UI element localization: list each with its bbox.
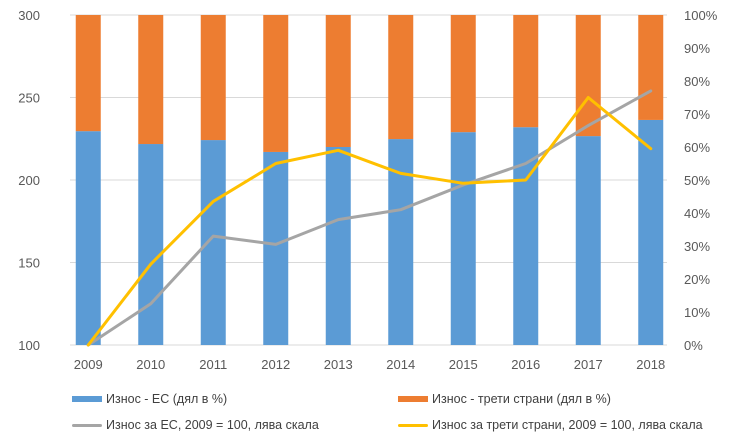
line-eu-index (86, 89, 653, 347)
bar-eu-share (138, 144, 164, 345)
left-tick-label: 150 (18, 256, 40, 271)
right-axis-ticks: 0% 10% 20% 30% 40% 50% 60% 70% 80% 90% 100% (684, 8, 718, 353)
bar-eu-share (75, 131, 101, 345)
x-tick-label: 2014 (386, 357, 415, 372)
x-tick-label: 2018 (636, 357, 665, 372)
legend-label-eu-share: Износ - ЕС (дял в %) (106, 392, 228, 406)
right-tick-label: 100% (684, 8, 718, 23)
bar-eu-share (450, 132, 476, 345)
bar-third-share (388, 15, 414, 140)
bar-third-share (263, 15, 289, 152)
x-tick-label: 2011 (199, 357, 227, 372)
right-tick-label: 0% (684, 338, 703, 353)
legend-label-eu-index: Износ за ЕС, 2009 = 100, лява скала (106, 418, 319, 432)
bar-eu-share (200, 140, 226, 345)
right-tick-label: 20% (684, 272, 710, 287)
legend-swatch-third-share (398, 396, 428, 402)
legend-item-eu-index: Износ за ЕС, 2009 = 100, лява скала (72, 418, 319, 432)
bar-eu-share (263, 151, 289, 345)
bar-third-share (200, 15, 226, 141)
right-tick-label: 90% (684, 41, 710, 56)
legend-item-third-index: Износ за трети страни, 2009 = 100, лява … (398, 418, 703, 432)
bar-third-share (575, 15, 601, 137)
bar-eu-share (575, 136, 601, 345)
bar-third-share (638, 15, 664, 120)
x-tick-label: 2016 (511, 357, 540, 372)
x-tick-label: 2013 (324, 357, 353, 372)
legend-swatch-eu-share (72, 396, 102, 402)
bar-third-share (325, 15, 351, 147)
legend-item-eu-share: Износ - ЕС (дял в %) (72, 392, 227, 406)
right-tick-label: 70% (684, 107, 710, 122)
x-tick-label: 2012 (261, 357, 290, 372)
x-axis-ticks: 2009 2010 2011 2012 2013 2014 2015 2016 2017 2018 (74, 357, 665, 372)
x-tick-label: 2010 (136, 357, 165, 372)
bar-third-share (75, 15, 101, 132)
bar-third-share (513, 15, 539, 128)
legend-item-third-share: Износ - трети страни (дял в %) (398, 392, 611, 406)
legend-label-third-index: Износ за трети страни, 2009 = 100, лява … (432, 418, 703, 432)
right-tick-label: 50% (684, 173, 710, 188)
legend-swatch-eu-index (72, 423, 102, 427)
lines (86, 89, 653, 347)
legend-label-third-share: Износ - трети страни (дял в %) (432, 392, 611, 406)
bar-eu-share (325, 147, 351, 345)
right-tick-label: 10% (684, 305, 710, 320)
bars (75, 15, 664, 345)
left-tick-label: 300 (18, 8, 40, 23)
gridlines (70, 14, 667, 346)
line-third-index (86, 96, 653, 347)
right-tick-label: 40% (684, 206, 710, 221)
left-axis-ticks: 100 150 200 250 300 (18, 8, 40, 353)
right-tick-label: 30% (684, 239, 710, 254)
bar-eu-share (638, 119, 664, 345)
bar-third-share (138, 15, 164, 145)
right-tick-label: 80% (684, 74, 710, 89)
x-tick-label: 2015 (449, 357, 478, 372)
legend-swatch-third-index (398, 423, 428, 427)
bar-third-share (450, 15, 476, 133)
left-tick-label: 100 (18, 338, 40, 353)
left-tick-label: 200 (18, 173, 40, 188)
left-tick-label: 250 (18, 91, 40, 106)
x-tick-label: 2009 (74, 357, 103, 372)
x-tick-label: 2017 (574, 357, 603, 372)
right-tick-label: 60% (684, 140, 710, 155)
